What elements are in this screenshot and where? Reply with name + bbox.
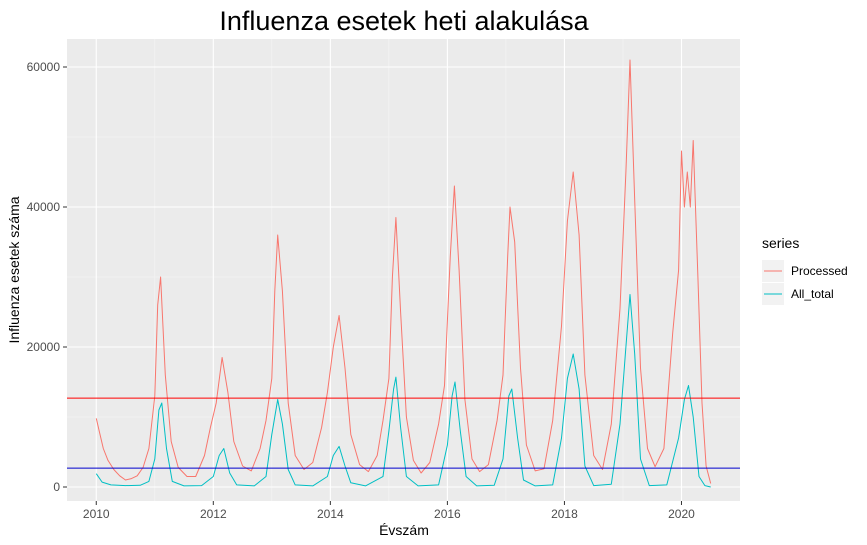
chart-title: Influenza esetek heti alakulása — [219, 6, 589, 36]
series-layer — [95, 59, 712, 488]
x-tick-label: 2014 — [317, 507, 344, 521]
x-axis-title: Évszám — [379, 522, 429, 538]
y-tick-label: 0 — [53, 480, 60, 494]
x-tick-label: 2016 — [434, 507, 461, 521]
x-axis-ticks: 2010 2012 2014 2016 2018 2020 — [83, 501, 695, 521]
legend-label-all-total: All_total — [791, 287, 834, 301]
grid-major — [67, 39, 740, 501]
x-tick-label: 2018 — [551, 507, 578, 521]
legend-title: series — [762, 235, 799, 251]
x-tick-label: 2012 — [200, 507, 227, 521]
y-tick-label: 20000 — [27, 340, 61, 354]
y-axis-title: Influenza esetek száma — [6, 196, 22, 343]
grid-minor — [67, 39, 740, 501]
y-tick-label: 60000 — [27, 60, 61, 74]
series-line-all-total — [95, 294, 711, 488]
reference-lines — [67, 397, 740, 469]
x-tick-label: 2010 — [83, 507, 110, 521]
series-line-processed — [95, 59, 712, 484]
legend-label-processed: Processed — [791, 264, 848, 278]
y-tick-label: 40000 — [27, 200, 61, 214]
y-axis-ticks: 0 20000 40000 60000 — [27, 60, 67, 494]
x-tick-label: 2020 — [668, 507, 695, 521]
legend: series Processed All_total — [762, 235, 848, 305]
